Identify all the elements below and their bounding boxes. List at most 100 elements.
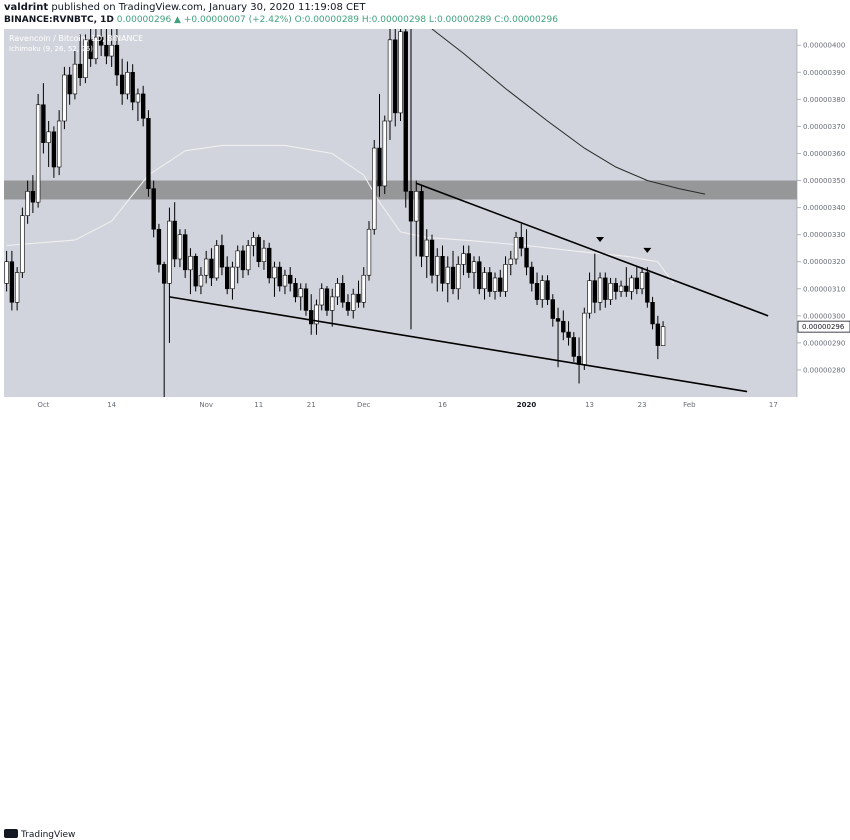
tradingview-logo[interactable]: TradingView <box>4 829 75 840</box>
candle-body <box>456 264 461 290</box>
candle-body <box>277 266 282 287</box>
candle-body <box>403 31 408 192</box>
marker-arrow-icon <box>643 247 652 253</box>
candle-body <box>655 323 661 346</box>
candle-body <box>624 285 629 292</box>
price-tick-label: 0.00000340 <box>803 204 845 212</box>
candle-body <box>561 320 566 333</box>
candle-body <box>246 245 251 271</box>
candle-body <box>293 283 298 298</box>
candle-body <box>419 191 424 257</box>
candle-body <box>450 266 456 290</box>
candle-body <box>130 71 135 103</box>
candle-body <box>167 220 172 284</box>
tradingview-logo-text: TradingView <box>21 830 76 840</box>
current-price-label: 0.00000296 <box>802 323 845 331</box>
candle-body <box>613 283 619 292</box>
price-tick-label: 0.00000350 <box>803 177 845 185</box>
tradingview-logo-icon <box>4 829 18 838</box>
candle-body <box>272 266 277 279</box>
time-tick-label: 17 <box>769 401 778 409</box>
candle-body <box>424 239 429 257</box>
candle-body <box>182 234 188 271</box>
candle-body <box>429 239 435 276</box>
published-text: published on TradingView.com, January 30… <box>51 2 366 13</box>
candle-body <box>188 255 193 271</box>
price-tick-label: 0.00000400 <box>803 42 845 50</box>
candle-body <box>503 264 508 292</box>
candle-body <box>72 63 78 95</box>
time-tick-label: 11 <box>254 401 263 409</box>
candle-body <box>414 191 419 222</box>
candle-body <box>25 191 30 217</box>
candle-body <box>303 288 309 311</box>
candle-body <box>466 253 471 273</box>
candle-body <box>282 274 288 287</box>
candle-body <box>172 220 177 260</box>
candle-body <box>35 104 41 203</box>
price-tick-label: 0.00000390 <box>803 69 845 77</box>
price-tick-label: 0.00000280 <box>803 366 845 374</box>
candle-body <box>524 247 529 268</box>
price-tick-label: 0.00000320 <box>803 258 845 266</box>
candle-body <box>125 71 130 95</box>
candle-body <box>471 261 477 273</box>
candle-body <box>645 272 650 303</box>
candle-body <box>14 272 20 303</box>
time-tick-label: 21 <box>307 401 316 409</box>
candle-body <box>550 299 555 319</box>
candle-body <box>146 117 151 189</box>
candle-body <box>193 255 198 287</box>
price-scale[interactable] <box>797 29 850 397</box>
price-tick-label: 0.00000290 <box>803 339 845 347</box>
time-tick-label: Oct <box>37 401 49 409</box>
candle-body <box>30 191 36 203</box>
candle-body <box>83 39 88 79</box>
candle-body <box>114 44 120 76</box>
time-tick-label: Dec <box>357 401 371 409</box>
candle-body <box>140 93 146 119</box>
candle-body <box>545 280 550 300</box>
candle-body <box>20 215 25 273</box>
candle-body <box>151 188 156 230</box>
candle-body <box>566 331 571 338</box>
price-tick-label: 0.00000370 <box>803 123 845 131</box>
author-name[interactable]: valdrint <box>4 2 49 13</box>
candle-body <box>104 44 109 57</box>
candle-body <box>587 280 592 314</box>
candle-body <box>440 255 445 284</box>
moving-average-light-line <box>6 144 675 284</box>
candle-body <box>540 280 545 300</box>
candle-body <box>487 272 492 292</box>
candle-body <box>571 337 576 357</box>
candle-body <box>330 296 335 311</box>
candle-body <box>492 277 498 292</box>
candle-body <box>309 310 314 325</box>
candle-body <box>603 277 608 300</box>
candle-body <box>445 266 450 284</box>
price-tick-label: 0.00000300 <box>803 312 845 320</box>
publish-line: valdrint published on TradingView.com, J… <box>4 2 365 13</box>
ohlc-values: 0.00000296 ▲ +0.00000007 (+2.42%) O:0.00… <box>116 15 558 25</box>
time-scale[interactable] <box>4 397 797 413</box>
candle-body <box>498 277 503 292</box>
time-tick-label: 23 <box>638 401 647 409</box>
candle-body <box>382 120 387 187</box>
candle-body <box>461 253 466 265</box>
plot-layer <box>4 29 797 397</box>
candle-body <box>629 277 634 292</box>
time-tick-label: 14 <box>107 401 116 409</box>
candle-body <box>513 237 519 260</box>
chart-footer: TradingView <box>0 413 850 840</box>
candle-body <box>335 283 340 298</box>
candle-body <box>319 288 324 306</box>
candle-body <box>356 293 361 303</box>
candle-body <box>41 104 46 143</box>
candle-body <box>177 234 183 260</box>
indicator-legend[interactable]: Ichimoku (9, 26, 52, 26) <box>9 45 93 53</box>
candle-body <box>298 288 303 298</box>
candle-body <box>235 250 240 268</box>
candle-body <box>156 228 162 265</box>
candle-body <box>618 285 624 292</box>
candle-body <box>387 39 393 122</box>
